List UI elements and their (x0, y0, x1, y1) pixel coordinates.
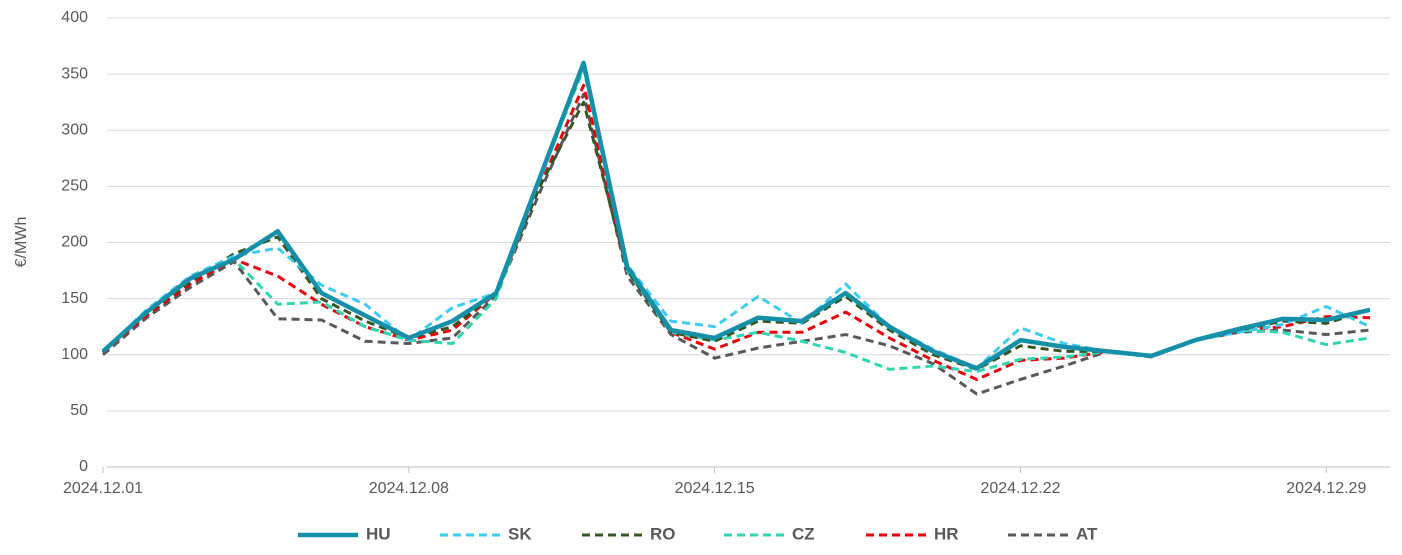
y-tick-label: 100 (61, 346, 88, 363)
y-axis-label: €/MWh (13, 217, 30, 268)
legend-label: HR (934, 524, 959, 543)
x-tick-label: 2024.12.15 (675, 480, 755, 497)
series-line (102, 92, 1371, 396)
legend-label: AT (1076, 524, 1098, 543)
y-tick-label: 200 (61, 234, 88, 251)
y-tick-label: 300 (61, 121, 88, 138)
x-tick-label: 2024.12.22 (980, 480, 1060, 497)
y-tick-label: 350 (61, 65, 88, 82)
y-tick-label: 150 (61, 290, 88, 307)
x-tick-label: 2024.12.29 (1286, 480, 1366, 497)
legend-label: RO (650, 524, 676, 543)
series-line (101, 60, 1371, 371)
y-tick-label: 50 (70, 402, 88, 419)
series-line (102, 83, 1371, 381)
x-tick-label: 2024.12.08 (369, 480, 449, 497)
legend-label: SK (508, 524, 532, 543)
y-tick-label: 250 (61, 178, 88, 195)
legend-label: HU (366, 524, 391, 543)
series-line (101, 63, 1371, 370)
x-tick-label: 2024.12.01 (63, 480, 143, 497)
legend-label: CZ (792, 524, 815, 543)
y-tick-label: 0 (79, 458, 88, 475)
y-tick-label: 400 (61, 9, 88, 26)
